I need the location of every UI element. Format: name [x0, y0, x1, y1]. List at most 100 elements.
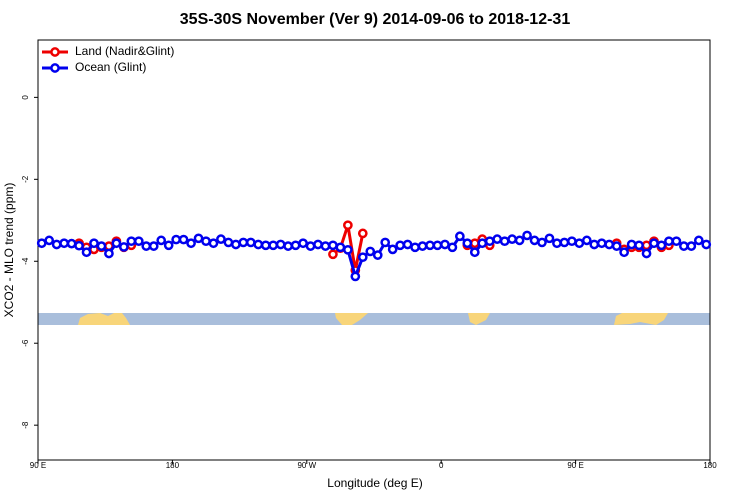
- point: [275, 239, 286, 250]
- point: [178, 234, 189, 245]
- point: [507, 234, 517, 244]
- point: [163, 240, 174, 251]
- point: [216, 234, 226, 244]
- legend-label: Ocean (Glint): [75, 60, 146, 74]
- point: [544, 233, 555, 244]
- point: [51, 239, 62, 250]
- legend-marker: [50, 63, 60, 73]
- point: [469, 238, 480, 249]
- point: [604, 239, 615, 250]
- x-tick-label: 90 E: [30, 461, 46, 470]
- y-tick-label: -2: [21, 175, 30, 183]
- point: [156, 235, 167, 246]
- y-tick-label: -6: [21, 339, 30, 347]
- point: [492, 234, 503, 244]
- y-tick-label: -8: [21, 421, 30, 429]
- point: [596, 238, 607, 249]
- point: [365, 246, 376, 257]
- point: [649, 238, 659, 249]
- point: [357, 252, 368, 263]
- point: [186, 238, 196, 249]
- point: [223, 237, 234, 248]
- point: [417, 241, 428, 251]
- point: [81, 247, 92, 258]
- x-axis-title: Longitude (deg E): [327, 476, 422, 490]
- point: [59, 238, 69, 249]
- x-tick-label: 180: [703, 461, 717, 470]
- point: [664, 236, 674, 247]
- point: [313, 239, 323, 250]
- point: [126, 236, 137, 247]
- point: [641, 248, 652, 259]
- point: [104, 248, 114, 259]
- ocean-strip: [38, 313, 710, 325]
- point: [89, 238, 99, 249]
- point: [552, 238, 562, 249]
- point: [499, 236, 510, 247]
- y-tick-label: -4: [21, 257, 30, 265]
- point: [581, 235, 592, 246]
- point: [350, 271, 361, 282]
- point: [701, 239, 712, 250]
- point: [305, 241, 316, 251]
- point: [559, 237, 570, 248]
- point: [201, 236, 211, 247]
- point: [634, 240, 644, 251]
- point: [268, 240, 279, 251]
- point: [469, 247, 480, 258]
- point: [328, 249, 338, 260]
- point: [514, 235, 525, 246]
- point: [74, 240, 84, 251]
- point: [343, 244, 353, 255]
- point: [372, 250, 383, 260]
- point: [133, 236, 144, 247]
- point: [656, 240, 667, 251]
- land-patch: [78, 313, 130, 325]
- point: [283, 241, 293, 251]
- y-axis-title: XCO2 - MLO trend (ppm): [2, 183, 16, 318]
- point: [537, 237, 547, 248]
- point: [380, 237, 391, 248]
- point: [193, 233, 204, 244]
- point: [343, 220, 353, 231]
- point: [626, 239, 637, 250]
- point: [574, 238, 585, 249]
- point: [484, 236, 495, 247]
- x-tick-label: 180: [166, 461, 180, 470]
- point: [462, 238, 473, 249]
- point: [148, 241, 159, 251]
- point: [611, 241, 622, 251]
- point: [425, 240, 435, 251]
- land-patch: [468, 313, 490, 325]
- land-patch: [335, 313, 368, 325]
- point: [141, 241, 152, 251]
- point: [290, 240, 301, 251]
- point: [96, 241, 107, 251]
- point: [119, 242, 129, 252]
- point: [171, 234, 181, 245]
- point: [238, 237, 249, 248]
- y-tick-label: 0: [21, 95, 30, 100]
- point: [208, 238, 219, 249]
- chart-title: 35S-30S November (Ver 9) 2014-09-06 to 2…: [180, 11, 571, 28]
- point: [44, 235, 55, 246]
- plot-frame: [37, 39, 711, 461]
- x-tick-label: 90 W: [297, 461, 316, 470]
- point: [679, 241, 689, 251]
- point: [671, 236, 682, 247]
- land-patch: [614, 313, 668, 325]
- x-tick-label: 0: [439, 461, 444, 470]
- point: [245, 237, 256, 248]
- point: [111, 238, 122, 249]
- point: [619, 247, 629, 258]
- x-tick-label: 90 E: [567, 461, 583, 470]
- point: [387, 244, 398, 255]
- point: [66, 238, 77, 249]
- point: [529, 235, 540, 246]
- point: [567, 236, 577, 247]
- point: [455, 231, 465, 242]
- point: [335, 242, 346, 253]
- point: [447, 242, 458, 253]
- point: [440, 239, 450, 250]
